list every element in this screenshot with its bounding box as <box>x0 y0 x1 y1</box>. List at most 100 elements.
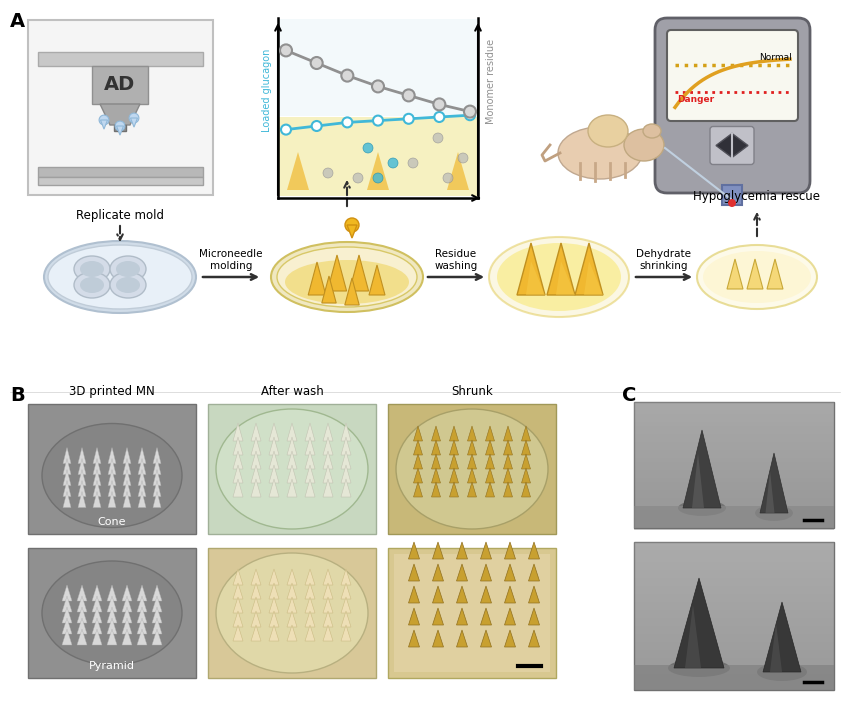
Polygon shape <box>233 423 243 441</box>
Bar <box>634 442 834 446</box>
Polygon shape <box>450 454 458 469</box>
Polygon shape <box>456 564 468 581</box>
Polygon shape <box>341 597 351 613</box>
Polygon shape <box>323 569 333 585</box>
Ellipse shape <box>588 115 628 147</box>
Polygon shape <box>153 458 161 474</box>
Bar <box>634 518 834 522</box>
Polygon shape <box>305 465 315 483</box>
Bar <box>634 542 834 546</box>
Polygon shape <box>122 618 132 634</box>
Polygon shape <box>503 468 513 483</box>
Bar <box>634 662 834 666</box>
Polygon shape <box>92 596 102 612</box>
Ellipse shape <box>343 117 353 127</box>
Ellipse shape <box>74 272 110 298</box>
Polygon shape <box>233 479 243 497</box>
Bar <box>722 185 742 205</box>
Bar <box>634 494 834 498</box>
Polygon shape <box>233 611 243 627</box>
Polygon shape <box>251 597 261 613</box>
Polygon shape <box>93 448 101 464</box>
Polygon shape <box>107 629 117 645</box>
Polygon shape <box>529 630 540 647</box>
Bar <box>634 614 834 618</box>
Polygon shape <box>450 468 458 483</box>
Ellipse shape <box>443 173 453 183</box>
Bar <box>634 482 834 486</box>
Polygon shape <box>349 255 369 291</box>
Polygon shape <box>480 586 491 603</box>
Polygon shape <box>432 468 440 483</box>
Polygon shape <box>409 586 420 603</box>
Bar <box>634 618 834 622</box>
Polygon shape <box>137 618 147 634</box>
Ellipse shape <box>312 121 321 131</box>
Polygon shape <box>107 585 117 601</box>
Ellipse shape <box>110 272 146 298</box>
Bar <box>634 402 834 406</box>
Ellipse shape <box>757 663 807 681</box>
Bar <box>634 586 834 590</box>
Polygon shape <box>122 607 132 623</box>
Polygon shape <box>108 448 116 464</box>
Polygon shape <box>122 585 132 601</box>
Polygon shape <box>522 440 530 455</box>
Polygon shape <box>108 469 116 486</box>
Polygon shape <box>251 451 261 469</box>
Bar <box>634 478 834 482</box>
Polygon shape <box>468 426 477 441</box>
Polygon shape <box>369 265 385 295</box>
Ellipse shape <box>216 553 368 673</box>
Ellipse shape <box>464 106 476 118</box>
Bar <box>634 598 834 602</box>
Polygon shape <box>323 611 333 627</box>
Bar <box>388 548 556 678</box>
Polygon shape <box>77 596 87 612</box>
Bar <box>634 574 834 578</box>
Polygon shape <box>152 629 162 645</box>
Polygon shape <box>323 597 333 613</box>
Bar <box>634 678 834 682</box>
Ellipse shape <box>388 158 398 168</box>
Polygon shape <box>287 437 297 455</box>
Polygon shape <box>108 481 116 496</box>
Bar <box>634 450 834 454</box>
Polygon shape <box>62 607 72 623</box>
Polygon shape <box>122 596 132 612</box>
Ellipse shape <box>497 243 621 311</box>
Polygon shape <box>341 465 351 483</box>
Polygon shape <box>432 482 440 497</box>
Polygon shape <box>251 611 261 627</box>
Polygon shape <box>287 451 297 469</box>
Bar <box>634 594 834 598</box>
Bar <box>279 117 478 196</box>
Bar <box>634 422 834 426</box>
Ellipse shape <box>373 173 383 183</box>
Polygon shape <box>456 630 468 647</box>
Polygon shape <box>287 479 297 497</box>
Polygon shape <box>153 448 161 464</box>
Polygon shape <box>485 468 495 483</box>
Polygon shape <box>456 608 468 625</box>
Bar <box>634 602 834 606</box>
Polygon shape <box>433 564 444 581</box>
Bar <box>634 642 834 646</box>
Polygon shape <box>556 261 575 295</box>
Polygon shape <box>485 482 495 497</box>
Polygon shape <box>413 468 422 483</box>
Polygon shape <box>137 585 147 601</box>
Ellipse shape <box>216 409 368 529</box>
Polygon shape <box>153 469 161 486</box>
Polygon shape <box>62 585 72 601</box>
Polygon shape <box>77 607 87 623</box>
Ellipse shape <box>396 409 548 529</box>
Polygon shape <box>323 479 333 497</box>
Bar <box>634 510 834 514</box>
Polygon shape <box>432 440 440 455</box>
Polygon shape <box>305 437 315 455</box>
Ellipse shape <box>115 121 125 131</box>
Polygon shape <box>305 583 315 599</box>
Polygon shape <box>505 608 515 625</box>
Polygon shape <box>78 458 86 474</box>
